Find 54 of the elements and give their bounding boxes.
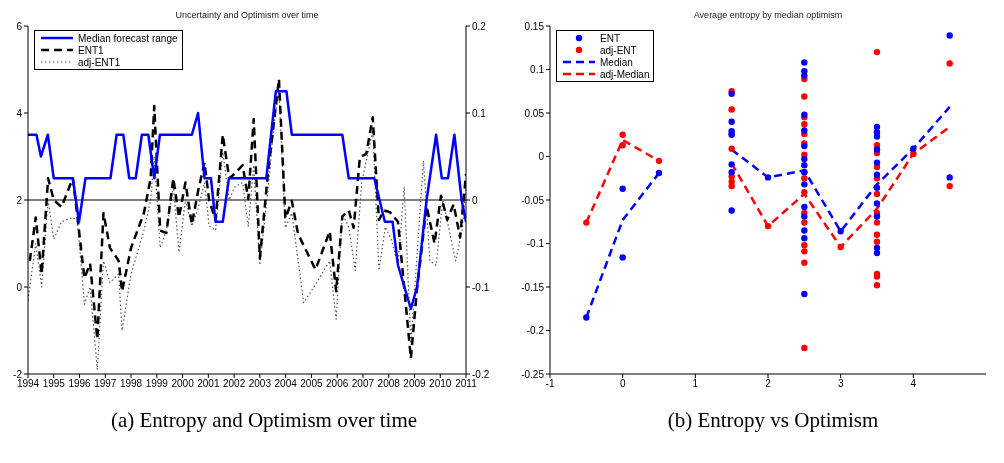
x-tick-label: 2010 bbox=[429, 378, 452, 390]
x-tick-label: 2 bbox=[765, 378, 772, 390]
x-tick-label: 0 bbox=[619, 378, 626, 390]
legend-label: adj-ENT bbox=[600, 44, 637, 56]
y2-tick-label: -0.2 bbox=[472, 368, 490, 380]
x-tick-label: 1 bbox=[692, 378, 699, 390]
text: (a) Entropy and Optimism over time bbox=[109, 408, 419, 433]
x-tick-label: 1996 bbox=[68, 378, 92, 390]
x-tick-label: 2000 bbox=[171, 378, 195, 390]
y-tick-label: -0.1 bbox=[526, 238, 545, 250]
y-tick-label: -0.15 bbox=[521, 281, 545, 293]
y-tick-label: 0.05 bbox=[524, 107, 545, 119]
legend-label: Median forecast range bbox=[78, 32, 178, 44]
y-tick-label: 2 bbox=[16, 194, 23, 206]
x-tick-label: 2006 bbox=[326, 378, 349, 390]
y-tick-label: 4 bbox=[16, 107, 23, 119]
x-tick-label: 2011 bbox=[455, 378, 478, 390]
x-tick-label: 1994 bbox=[16, 378, 40, 390]
y-tick-label: 0 bbox=[538, 151, 545, 163]
legend-label: Median bbox=[600, 56, 633, 68]
y-tick-label: 0.15 bbox=[524, 20, 545, 32]
y-tick-label: -0.05 bbox=[521, 194, 545, 206]
chart-title: Uncertainty and Optimism over time bbox=[174, 9, 320, 22]
y2-tick-label: 0.2 bbox=[472, 20, 487, 32]
x-tick-label: 2005 bbox=[300, 378, 323, 390]
text: (b) Entropy vs Optimism bbox=[666, 408, 880, 433]
x-tick-label: 2003 bbox=[248, 378, 272, 390]
x-tick-label: 2004 bbox=[274, 378, 298, 390]
legend-label: ENT bbox=[600, 32, 620, 44]
y-tick-label: -2 bbox=[13, 368, 23, 380]
x-tick-label: -1 bbox=[545, 378, 555, 390]
y-tick-label: -0.25 bbox=[521, 368, 545, 380]
legend-label: adj-ENT1 bbox=[78, 56, 121, 68]
y2-tick-label: 0.1 bbox=[472, 107, 487, 119]
legend-label: adj-Median bbox=[600, 68, 650, 80]
x-tick-label: 2001 bbox=[197, 378, 220, 390]
y2-tick-label: 0 bbox=[472, 194, 478, 206]
x-tick-label: 1998 bbox=[119, 378, 143, 390]
y-tick-label: -0.2 bbox=[526, 325, 545, 337]
x-tick-label: 1997 bbox=[94, 378, 117, 390]
chart-title: Average entropy by median optimism bbox=[692, 9, 844, 22]
x-tick-label: 4 bbox=[910, 378, 917, 390]
y-tick-label: 6 bbox=[16, 20, 23, 32]
x-tick-label: 2002 bbox=[222, 378, 246, 390]
x-tick-label: 3 bbox=[837, 378, 844, 390]
legend-label: ENT1 bbox=[78, 44, 104, 56]
x-tick-label: 1999 bbox=[145, 378, 169, 390]
x-tick-label: 2007 bbox=[351, 378, 375, 390]
y2-tick-label: -0.1 bbox=[472, 281, 490, 293]
x-tick-label: 1995 bbox=[42, 378, 66, 390]
y-tick-label: 0.1 bbox=[530, 64, 545, 76]
y-tick-label: 0 bbox=[16, 281, 23, 293]
x-tick-label: 2009 bbox=[403, 378, 427, 390]
x-tick-label: 2008 bbox=[377, 378, 401, 390]
